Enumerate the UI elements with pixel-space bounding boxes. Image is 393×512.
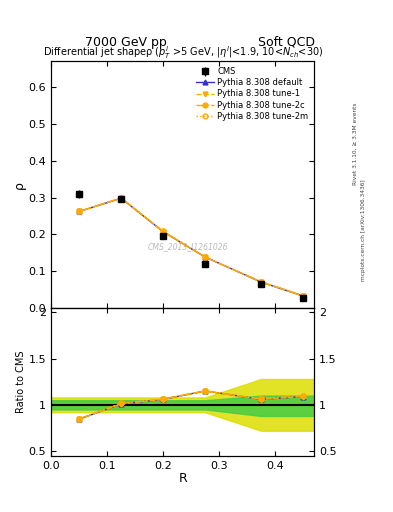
Text: Soft QCD: Soft QCD: [258, 36, 316, 49]
Pythia 8.308 tune-1: [203, 254, 208, 260]
Legend: CMS, Pythia 8.308 default, Pythia 8.308 tune-1, Pythia 8.308 tune-2c, Pythia 8.3: CMS, Pythia 8.308 default, Pythia 8.308 …: [194, 66, 310, 122]
Pythia 8.308 tune-1: [119, 195, 123, 201]
Y-axis label: ρ: ρ: [13, 181, 26, 188]
Pythia 8.308 tune-1: [161, 229, 165, 235]
Pythia 8.308 tune-2c: [77, 208, 81, 215]
Pythia 8.308 tune-2c: [203, 254, 208, 260]
Pythia 8.308 tune-2m: [259, 279, 264, 285]
Line: Pythia 8.308 tune-2c: Pythia 8.308 tune-2c: [77, 196, 306, 298]
Pythia 8.308 tune-2c: [119, 195, 123, 201]
Pythia 8.308 tune-1: [77, 208, 81, 215]
Pythia 8.308 tune-2m: [301, 293, 305, 299]
Line: Pythia 8.308 tune-1: Pythia 8.308 tune-1: [77, 196, 306, 298]
Pythia 8.308 tune-2m: [77, 208, 81, 215]
Pythia 8.308 default: [161, 229, 165, 235]
Pythia 8.308 default: [203, 254, 208, 260]
Pythia 8.308 default: [119, 195, 123, 201]
Pythia 8.308 tune-1: [259, 279, 264, 285]
Y-axis label: Ratio to CMS: Ratio to CMS: [16, 351, 26, 413]
Line: Pythia 8.308 tune-2m: Pythia 8.308 tune-2m: [77, 196, 306, 298]
Pythia 8.308 default: [77, 208, 81, 215]
Pythia 8.308 tune-2m: [119, 195, 123, 201]
Text: mcplots.cern.ch [arXiv:1306.3436]: mcplots.cern.ch [arXiv:1306.3436]: [361, 180, 366, 281]
Pythia 8.308 default: [301, 293, 305, 299]
Pythia 8.308 tune-2c: [161, 228, 165, 234]
Text: CMS_2013_I1261026: CMS_2013_I1261026: [148, 242, 228, 251]
Text: Rivet 3.1.10, ≥ 3.3M events: Rivet 3.1.10, ≥ 3.3M events: [353, 102, 358, 185]
Line: Pythia 8.308 default: Pythia 8.308 default: [77, 196, 306, 298]
Title: Differential jet shapeρ ($p_T^l$ >5 GeV, $|\eta^l|$<1.9, 10<$N_{ch}$<30): Differential jet shapeρ ($p_T^l$ >5 GeV,…: [42, 45, 323, 61]
Pythia 8.308 tune-2m: [161, 228, 165, 234]
Pythia 8.308 tune-2c: [259, 279, 264, 285]
X-axis label: R: R: [178, 472, 187, 485]
Pythia 8.308 tune-2c: [301, 293, 305, 299]
Pythia 8.308 default: [259, 279, 264, 285]
Pythia 8.308 tune-2m: [203, 254, 208, 260]
Text: 7000 GeV pp: 7000 GeV pp: [85, 36, 167, 49]
Pythia 8.308 tune-1: [301, 293, 305, 299]
